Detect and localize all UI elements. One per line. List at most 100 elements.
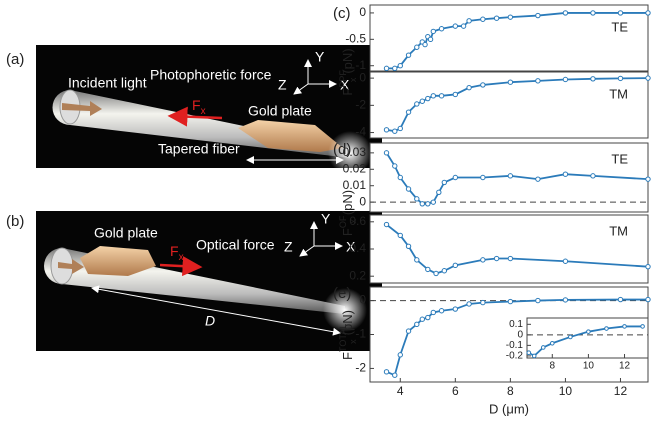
data-point: [398, 126, 402, 130]
data-point: [415, 102, 419, 106]
x-tick-label: 8: [550, 361, 556, 372]
y-tick-label: 0.2: [349, 268, 366, 282]
label: D: [205, 313, 215, 329]
data-point: [423, 42, 427, 46]
x-tick-label: 12: [614, 384, 628, 398]
panel-b: (b) Fx Gold plate Optical force D Y Z X: [6, 211, 382, 351]
data-point: [384, 151, 388, 155]
data-point: [461, 24, 465, 28]
figure: (a) Fx Incident light Photophoretic forc…: [0, 0, 652, 422]
data-point: [481, 175, 485, 179]
y-tick-label: -0.2: [506, 351, 524, 362]
data-point: [591, 174, 595, 178]
data-point: [384, 222, 388, 226]
data-point: [406, 187, 410, 191]
x-axis-label: D (μm): [489, 401, 529, 416]
series-label: TE: [611, 19, 628, 34]
data-point: [563, 259, 567, 263]
data-point: [646, 264, 650, 268]
data-point: [431, 29, 435, 33]
data-point: [618, 297, 622, 301]
data-point: [426, 267, 430, 271]
data-point: [406, 53, 410, 57]
data-point: [439, 309, 443, 313]
data-point: [536, 13, 540, 17]
data-point: [393, 66, 397, 70]
y-label-part: (pN): [340, 310, 355, 335]
data-point: [439, 94, 443, 98]
data-point: [431, 94, 435, 98]
y-tick-label: -1: [355, 327, 366, 341]
symbol: F: [192, 97, 201, 113]
data-point: [550, 341, 554, 345]
label: Tapered fiber: [158, 141, 240, 157]
label: D: [292, 165, 302, 181]
y-tick-label: -0.5: [345, 31, 366, 45]
data-point: [494, 256, 498, 260]
data-point: [563, 298, 567, 302]
data-point: [481, 300, 485, 304]
data-point: [646, 297, 650, 301]
axis-label: Y: [321, 211, 331, 227]
data-point: [415, 258, 419, 262]
series-label: TM: [609, 86, 628, 101]
data-point: [467, 85, 471, 89]
data-point: [536, 79, 540, 83]
label: Gold plate: [248, 103, 312, 119]
data-point: [431, 200, 435, 204]
symbol: F: [170, 243, 179, 259]
y-tick-label: 0: [359, 70, 366, 84]
data-point: [426, 96, 430, 100]
data-point: [563, 77, 567, 81]
data-point: [453, 307, 457, 311]
data-point: [439, 27, 443, 31]
data-point: [428, 37, 432, 41]
data-point: [398, 64, 402, 68]
x-tick-label: 6: [452, 384, 459, 398]
data-point: [563, 11, 567, 15]
data-point: [406, 329, 410, 333]
data-point: [415, 197, 419, 201]
data-point: [431, 310, 435, 314]
data-point: [646, 11, 650, 15]
data-point: [618, 11, 622, 15]
y-tick-label: 0: [359, 5, 366, 19]
panel-label: (d): [333, 141, 351, 158]
data-point: [393, 164, 397, 168]
subscript: x: [201, 106, 206, 117]
data-point: [641, 325, 645, 329]
series-label: TM: [609, 223, 628, 238]
axis-label: Z: [284, 239, 293, 255]
data-point: [646, 76, 650, 80]
data-point: [384, 128, 388, 132]
y-tick-label: 0: [517, 329, 523, 340]
data-point: [406, 244, 410, 248]
data-point: [591, 77, 595, 81]
data-point: [563, 172, 567, 176]
x-tick-label: 10: [583, 361, 595, 372]
panel-label: (c): [333, 5, 351, 22]
data-point: [426, 315, 430, 319]
data-point: [426, 202, 430, 206]
data-point: [494, 16, 498, 20]
data-point: [420, 202, 424, 206]
y-label-part: (pN): [340, 190, 355, 215]
y-label-part: F: [340, 228, 355, 236]
data-point: [420, 99, 424, 103]
data-point: [406, 110, 410, 114]
data-point: [508, 15, 512, 19]
x-tick-label: 10: [559, 384, 573, 398]
data-point: [434, 271, 438, 275]
data-point: [532, 354, 536, 358]
axis-label: Y: [315, 49, 325, 65]
y-tick-label: -4: [355, 125, 366, 139]
y-label-part: x: [348, 339, 358, 344]
data-point: [467, 19, 471, 23]
data-point: [527, 351, 531, 355]
data-point: [481, 83, 485, 87]
y-tick-label: 0.4: [349, 241, 366, 255]
data-point: [384, 66, 388, 70]
axis-label: Z: [278, 77, 287, 93]
panel-label: (a): [6, 51, 24, 68]
data-point: [467, 302, 471, 306]
